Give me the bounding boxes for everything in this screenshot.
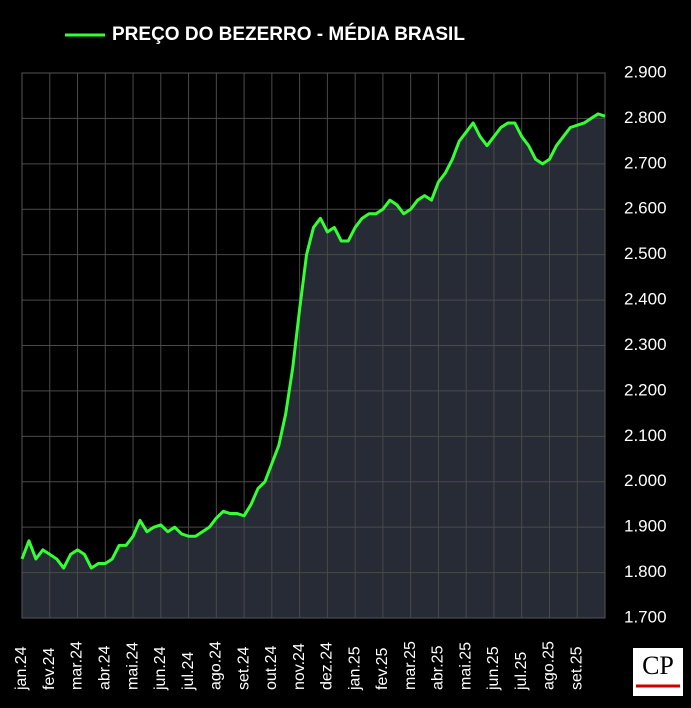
x-tick-label: fev.25: [374, 648, 391, 691]
logo-box: [633, 648, 683, 696]
x-tick-label: nov.24: [291, 643, 308, 690]
y-tick-label: 1.800: [624, 562, 667, 581]
y-tick-label: 2.100: [624, 426, 667, 445]
x-tick-label: abr.24: [97, 645, 114, 690]
x-tick-label: jul.24: [180, 652, 197, 691]
y-tick-label: 1.900: [624, 517, 667, 536]
area: [22, 113, 605, 618]
y-tick-label: 2.600: [624, 199, 667, 218]
x-tick-label: mar.24: [69, 641, 86, 690]
y-tick-label: 2.000: [624, 471, 667, 490]
x-tick-label: mai.25: [457, 642, 474, 690]
x-tick-label: out.24: [263, 645, 280, 690]
y-tick-label: 2.900: [624, 62, 667, 81]
y-tick-label: 2.200: [624, 380, 667, 399]
x-tick-label: abr.25: [430, 645, 447, 690]
x-tick-label: set.24: [235, 646, 252, 690]
x-tick-label: dez.24: [319, 642, 336, 690]
x-tick-label: jul.25: [513, 652, 530, 691]
logo: CP: [642, 651, 674, 680]
y-tick-label: 2.300: [624, 335, 667, 354]
y-tick-label: 2.400: [624, 290, 667, 309]
x-tick-label: jun.25: [485, 646, 502, 691]
legend-label: PREÇO DO BEZERRO - MÉDIA BRASIL: [112, 23, 465, 45]
x-tick-label: set.25: [568, 646, 585, 690]
x-tick-label: jun.24: [152, 646, 169, 691]
x-tick-label: ago.24: [208, 641, 225, 690]
y-tick-label: 2.500: [624, 244, 667, 263]
x-tick-label: ago.25: [541, 641, 558, 690]
line: [20, 112, 606, 570]
plot-frame: [21, 72, 606, 619]
x-tick-label: jan.24: [13, 646, 30, 691]
x-tick-label: mai.24: [124, 642, 141, 690]
y-tick-label: 1.700: [624, 607, 667, 626]
y-tick-label: 2.700: [624, 153, 667, 172]
x-tick-label: fev.24: [41, 648, 58, 691]
x-tick-label: jan.25: [346, 646, 363, 691]
x-tick-label: mar.25: [402, 641, 419, 690]
y-tick-label: 2.800: [624, 108, 667, 127]
